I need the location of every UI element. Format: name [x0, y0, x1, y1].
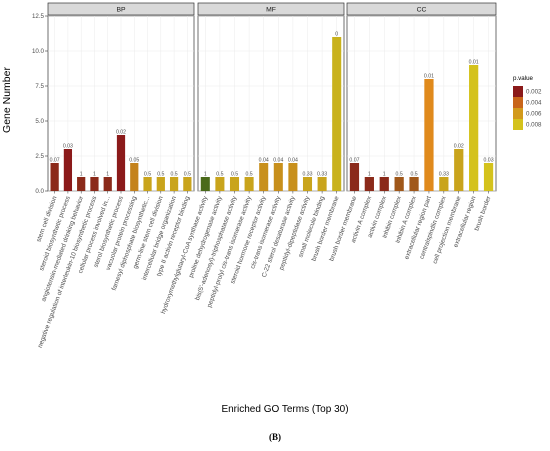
- bar: [63, 149, 73, 191]
- facet-strip: [47, 2, 195, 16]
- legend-label: 0.004: [526, 100, 542, 107]
- bar-value-label: 0.33: [302, 172, 312, 178]
- bar-value-label: 1: [93, 172, 96, 178]
- bar-value-label: 0.5: [157, 172, 164, 178]
- bar: [424, 79, 434, 191]
- bar-value-label: 0.5: [231, 172, 238, 178]
- bar: [273, 163, 283, 191]
- facet-strip-label: MF: [266, 7, 276, 14]
- y-tick-label: 10.0: [32, 48, 45, 55]
- bar-value-label: 1: [106, 172, 109, 178]
- bar: [90, 177, 99, 191]
- legend-swatch: [513, 97, 523, 108]
- bar: [244, 177, 254, 191]
- bar-value-label: 1: [80, 172, 83, 178]
- legend-title: p.value: [513, 75, 534, 82]
- y-axis: 0.0 2.5 5.0 7.5 10.0 12.5: [32, 13, 48, 195]
- y-tick-label: 5.0: [35, 118, 44, 125]
- bar: [103, 177, 112, 191]
- bar: [77, 177, 86, 191]
- bar: [364, 177, 374, 191]
- legend-label: 0.002: [526, 89, 542, 96]
- bar: [156, 177, 165, 191]
- x-axis-title: Enriched GO Terms (Top 30): [221, 404, 348, 415]
- y-tick-label: 12.5: [32, 13, 45, 20]
- bar: [130, 163, 139, 191]
- bar: [317, 177, 327, 191]
- legend-swatch: [513, 86, 523, 97]
- bar-value-label: 0.33: [317, 172, 327, 178]
- bar: [439, 177, 449, 191]
- y-tick-label: 2.5: [35, 153, 44, 160]
- bar-value-label: 0.02: [116, 130, 126, 136]
- bar: [349, 163, 360, 191]
- bar: [454, 149, 464, 191]
- bar-value-label: 0.5: [144, 172, 151, 178]
- bar-value-label: 0.5: [410, 172, 417, 178]
- bar-value-label: 0.5: [396, 172, 403, 178]
- bar: [483, 163, 494, 191]
- bar-value-label: 0.07: [50, 158, 60, 164]
- bar-value-label: 0.04: [288, 158, 298, 164]
- bar: [229, 177, 240, 191]
- bar: [332, 37, 342, 191]
- bar-value-label: 0.01: [469, 60, 479, 66]
- bar: [302, 177, 313, 191]
- y-axis-title: Gene Number: [1, 67, 13, 133]
- panel-caption: (B): [269, 432, 281, 442]
- bar: [409, 177, 419, 191]
- bar-value-label: 0.5: [184, 172, 191, 178]
- bar-value-label: 0.5: [170, 172, 177, 178]
- facet-strip-label: CC: [417, 7, 427, 14]
- bar: [469, 65, 479, 191]
- bar: [379, 177, 389, 191]
- bar-value-label: 0.07: [349, 158, 359, 164]
- bar-value-label: 1: [383, 172, 386, 178]
- legend-swatch: [513, 119, 523, 130]
- bar: [116, 135, 126, 191]
- bar-value-label: 0.04: [259, 158, 269, 164]
- bar-value-label: 0.05: [129, 158, 139, 164]
- y-tick-label: 0.0: [35, 188, 44, 195]
- bar-value-label: 1: [204, 172, 207, 178]
- bar: [200, 177, 210, 191]
- bar: [183, 177, 192, 191]
- facet-panel-bg: [197, 15, 345, 192]
- bar-value-label: 0.5: [216, 172, 223, 178]
- bar-value-label: 0.01: [424, 74, 434, 80]
- bar-value-label: 0.33: [439, 172, 449, 178]
- bar: [215, 177, 225, 191]
- legend-label: 0.008: [526, 122, 542, 129]
- bar-value-label: 1: [368, 172, 371, 178]
- bar: [50, 163, 59, 191]
- facet-strip: [346, 2, 497, 16]
- bar-value-label: 0.5: [245, 172, 252, 178]
- bar-value-label: 0.03: [483, 158, 493, 164]
- y-tick-label: 7.5: [35, 83, 44, 90]
- facet-strip: [197, 2, 345, 16]
- bar-value-label: 0.03: [63, 144, 73, 150]
- bar: [169, 177, 179, 191]
- legend-swatch: [513, 108, 523, 119]
- legend: p.value 0.002 0.004 0.006 0.008: [513, 75, 542, 130]
- bar: [394, 177, 404, 191]
- bar: [143, 177, 152, 191]
- bar: [259, 163, 269, 191]
- legend-label: 0.006: [526, 111, 542, 118]
- bar-value-label: 0.02: [454, 144, 464, 150]
- bar: [288, 163, 298, 191]
- bar-value-label: 0.04: [273, 158, 283, 164]
- facet-strip-label: BP: [116, 7, 126, 14]
- bar-value-label: 0: [335, 32, 338, 38]
